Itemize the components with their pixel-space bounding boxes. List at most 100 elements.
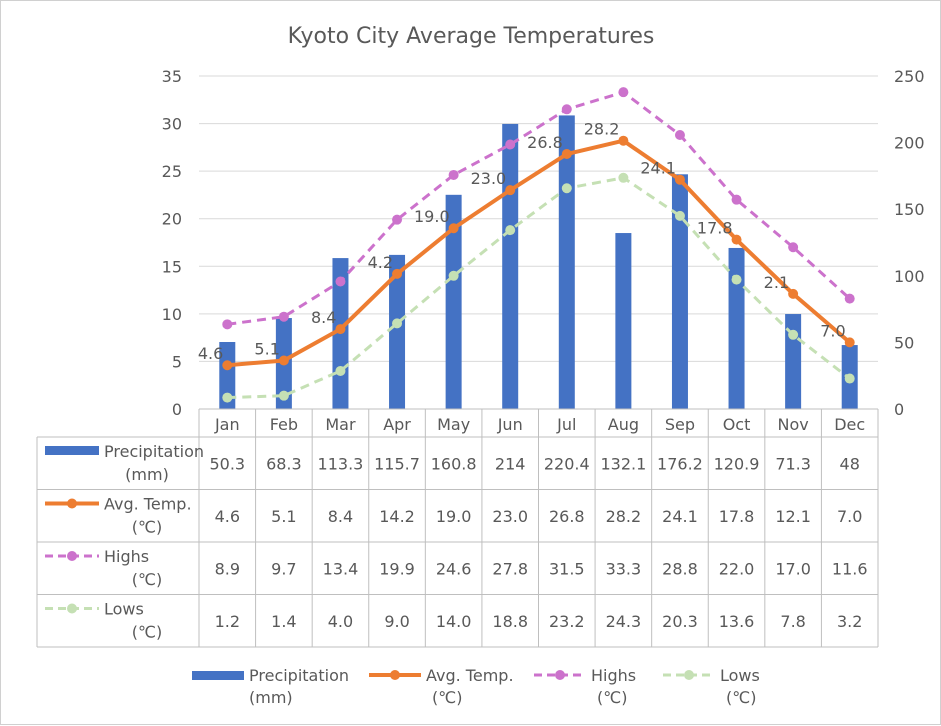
avg-data-label: 7.0 [820, 321, 845, 340]
table-cell: 28.2 [606, 507, 642, 526]
avg-data-label: 4.6 [198, 344, 223, 363]
table-cell: 7.0 [837, 507, 862, 526]
left-tick-label: 0 [172, 400, 182, 419]
bar-aug [615, 233, 632, 409]
right-axis-ticks: 0 50 100 150 200 250 [894, 67, 925, 419]
bar-may [445, 194, 462, 409]
table-cell: 14.0 [436, 612, 472, 631]
table-cell: 18.8 [492, 612, 528, 631]
lows-point-jul [561, 183, 572, 194]
legend-key-precipitation [192, 671, 244, 680]
bar-oct [728, 247, 745, 409]
table-cell: 1.2 [215, 612, 240, 631]
highs-point-dec [844, 293, 855, 304]
avg-temp-point-jan [222, 360, 233, 371]
avg-temp-point-mar [335, 324, 346, 335]
row-label-avg-temp: Avg. Temp. [104, 495, 192, 514]
chart-title: Kyoto City Average Temperatures [288, 24, 655, 49]
table-cell: 7.8 [780, 612, 805, 631]
table-cell: 23.2 [549, 612, 585, 631]
highs-point-jan [222, 319, 233, 330]
table-cell: 68.3 [266, 454, 302, 473]
highs-point-mar [335, 276, 346, 287]
table-cell: 1.4 [271, 612, 296, 631]
highs-line [227, 90, 851, 326]
avg-temp-point-sep [674, 174, 685, 185]
lows-point-apr [392, 318, 403, 329]
avg-data-label: 8.4 [311, 308, 336, 327]
table-cell: 12.1 [775, 507, 811, 526]
table-cell: 5.1 [271, 507, 296, 526]
right-tick-label: 50 [894, 333, 914, 352]
highs-point-jun [505, 139, 516, 150]
table-cell: 113.3 [318, 454, 364, 473]
avg-temp-point-aug [618, 135, 629, 146]
left-tick-label: 20 [162, 210, 182, 229]
bar-jan [219, 342, 236, 409]
bar-apr [389, 254, 406, 409]
table-cell: 120.9 [714, 454, 760, 473]
table-cell: 24.1 [662, 507, 698, 526]
lows-point-dec [844, 373, 855, 384]
avg-data-label: 23.0 [471, 169, 507, 188]
data-table: Jan Feb Mar Apr May Jun Jul Aug Sep Oct Nov Dec Prec… [36, 408, 879, 648]
bar-jun [502, 123, 519, 410]
left-tick-label: 25 [162, 162, 182, 181]
right-tick-label: 150 [894, 200, 925, 219]
avg-data-label: 2.1 [764, 273, 789, 292]
right-tick-label: 200 [894, 134, 925, 153]
left-tick-label: 30 [162, 115, 182, 134]
table-cell: 17.8 [719, 507, 755, 526]
row-unit-highs: (℃) [132, 570, 162, 589]
table-cell: 50.3 [209, 454, 245, 473]
table-cell: 4.6 [215, 507, 240, 526]
table-cell: 11.6 [832, 559, 868, 578]
table-cell: 8.4 [328, 507, 353, 526]
table-key-precipitation [45, 446, 99, 455]
table-key-marker [67, 498, 77, 509]
table-cell: 9.7 [271, 559, 296, 578]
table-cell: 19.9 [379, 559, 415, 578]
temperature-lines [222, 87, 855, 403]
table-cell: 4.0 [328, 612, 353, 631]
table-cell: 33.3 [606, 559, 642, 578]
table-cell: 8.9 [215, 559, 240, 578]
left-tick-label: 10 [162, 305, 182, 324]
category-label-dec: Dec [834, 415, 865, 434]
avg-temp-point-dec [844, 337, 855, 348]
table-cell: 48 [840, 454, 860, 473]
row-unit-precipitation: (mm) [125, 465, 169, 484]
lows-point-sep [674, 210, 685, 221]
table-cell: 20.3 [662, 612, 698, 631]
legend-unit-avg-temp: (℃) [432, 688, 462, 707]
table-cell: 24.6 [436, 559, 472, 578]
table-cell: 160.8 [431, 454, 477, 473]
legend-key-marker [390, 670, 400, 680]
table-cell: 132.1 [600, 454, 646, 473]
avg-data-label: 4.2 [368, 253, 393, 272]
category-label-jul: Jul [556, 415, 576, 434]
avg-temp-line [227, 138, 852, 368]
avg-data-label: 26.8 [527, 133, 563, 152]
category-label-jan: Jan [214, 415, 240, 434]
avg-temp-point-jun [505, 185, 516, 196]
table-cell: 27.8 [492, 559, 528, 578]
highs-point-jul [561, 104, 572, 115]
avg-temp-point-jul [561, 149, 572, 160]
table-key-marker [67, 551, 77, 561]
category-label-nov: Nov [778, 415, 809, 434]
avg-temp-point-oct [731, 234, 742, 245]
left-tick-label: 5 [172, 352, 182, 371]
legend-label-highs: Highs [591, 666, 636, 685]
table-cell: 23.0 [492, 507, 528, 526]
table-cell: 71.3 [775, 454, 811, 473]
bar-sep [671, 174, 688, 409]
legend-key-marker [555, 670, 565, 680]
row-unit-avg-temp: (℃) [132, 518, 162, 537]
lows-line [227, 176, 851, 400]
table-cell: 214 [495, 454, 526, 473]
legend-unit-lows: (℃) [726, 688, 756, 707]
table-cell: 24.3 [606, 612, 642, 631]
legend-label-lows: Lows [720, 666, 760, 685]
